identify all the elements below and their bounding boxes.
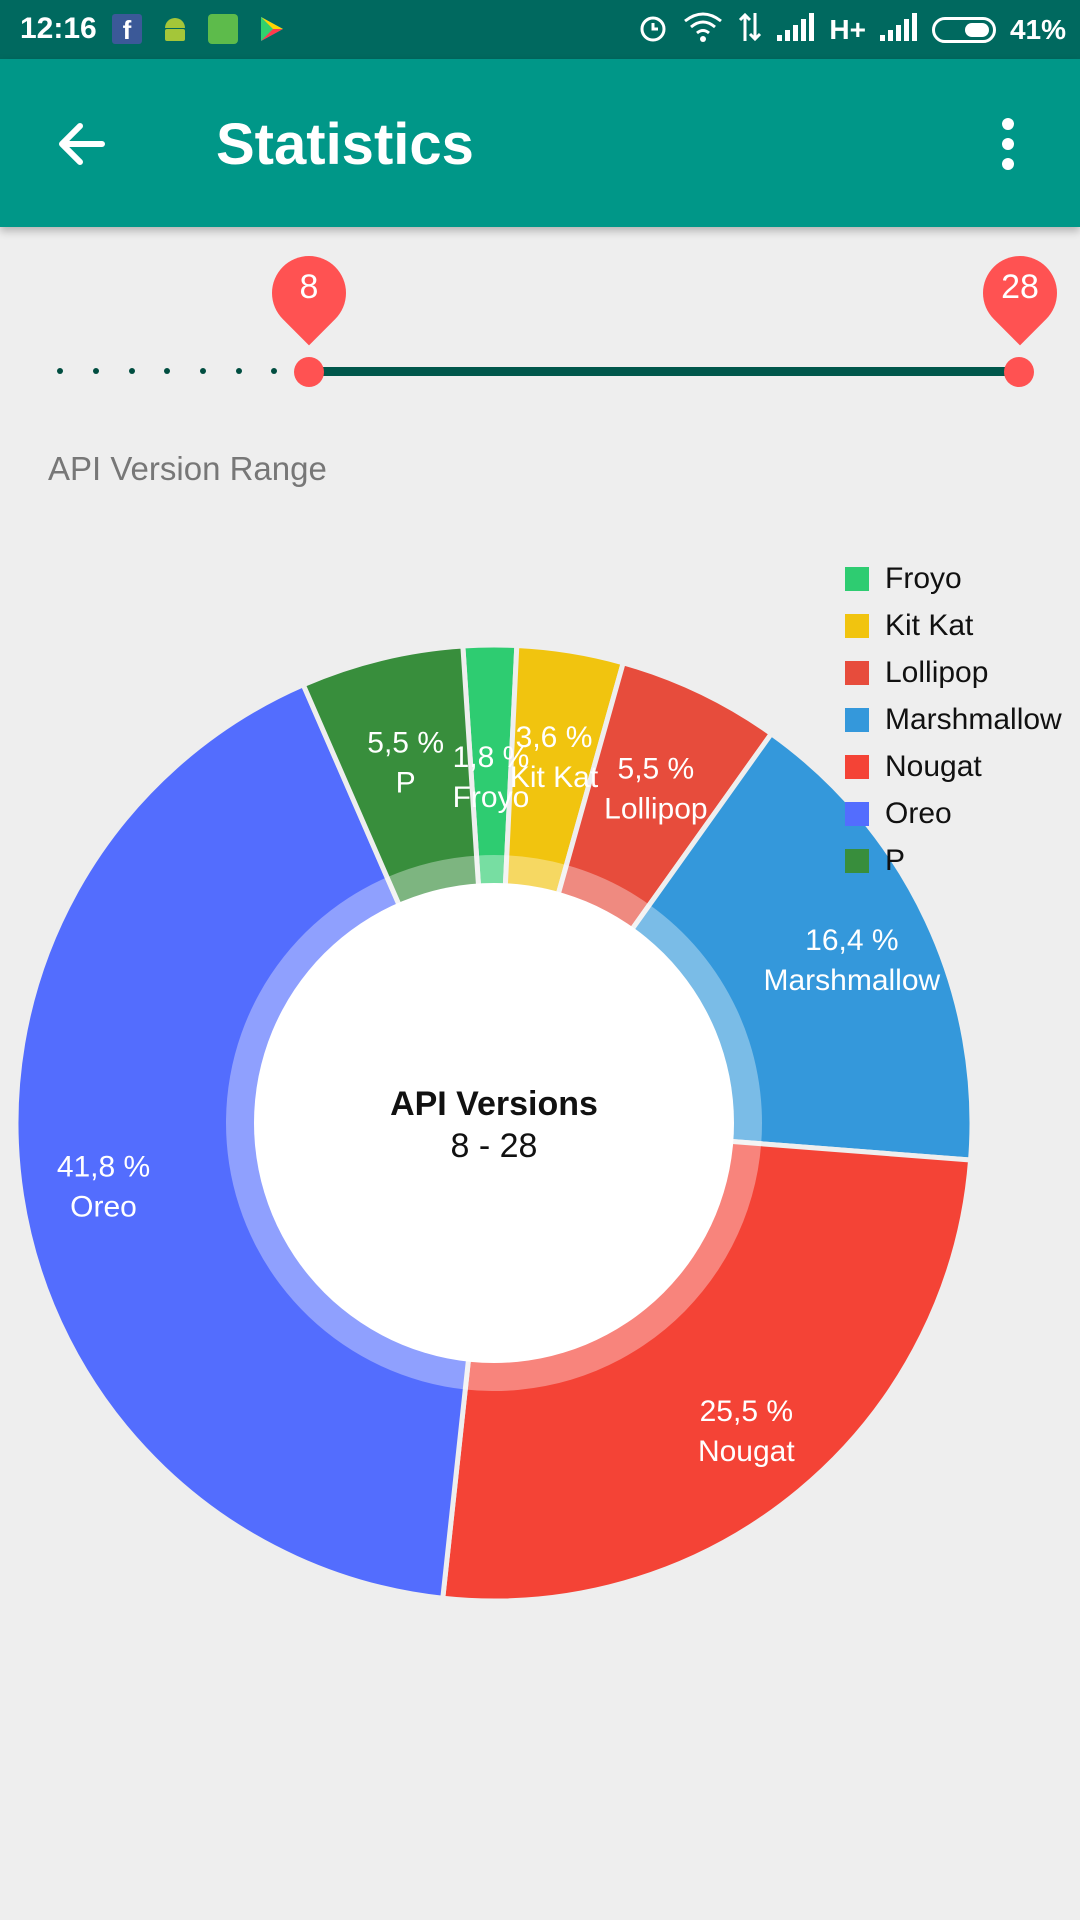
chart-legend: Froyo Kit Kat Lollipop Marshmallow Nougat Ore… bbox=[845, 555, 1062, 884]
slider-tick bbox=[200, 368, 206, 374]
legend-item-p: P bbox=[845, 837, 1062, 884]
slider-tick bbox=[236, 368, 242, 374]
center-subtitle: 8 - 28 bbox=[451, 1127, 538, 1165]
legend-label: Lollipop bbox=[885, 656, 988, 690]
data-icon bbox=[737, 11, 763, 50]
slider-min-value: 8 bbox=[272, 268, 346, 307]
donut-hole bbox=[254, 883, 734, 1363]
facebook-icon: f bbox=[112, 14, 142, 44]
alarm-icon bbox=[637, 11, 669, 50]
signal-icon bbox=[777, 13, 815, 48]
legend-swatch bbox=[845, 802, 869, 826]
legend-label: Marshmallow bbox=[885, 703, 1062, 737]
android-icon bbox=[160, 14, 190, 44]
slider-max-value: 28 bbox=[983, 268, 1057, 307]
legend-item-nougat: Nougat bbox=[845, 743, 1062, 790]
legend-swatch bbox=[845, 708, 869, 732]
page-title: Statistics bbox=[216, 111, 474, 178]
range-label: API Version Range bbox=[48, 450, 327, 488]
slice-name-label: Marshmallow bbox=[763, 964, 940, 997]
network-type: H+ bbox=[829, 14, 866, 46]
signal-icon-2 bbox=[880, 13, 918, 48]
legend-swatch bbox=[845, 661, 869, 685]
slice-value-label: 5,5 % bbox=[367, 727, 444, 760]
slice-value-label: 3,6 % bbox=[516, 721, 593, 754]
legend-swatch bbox=[845, 567, 869, 591]
slider-tick bbox=[129, 368, 135, 374]
slice-value-label: 41,8 % bbox=[57, 1151, 150, 1184]
wifi-icon bbox=[683, 11, 723, 50]
legend-swatch bbox=[845, 614, 869, 638]
slice-value-label: 5,5 % bbox=[618, 753, 695, 786]
legend-label: Oreo bbox=[885, 797, 952, 831]
app-icon bbox=[208, 14, 238, 44]
legend-label: P bbox=[885, 844, 905, 878]
slider-tick bbox=[164, 368, 170, 374]
center-title: API Versions bbox=[390, 1085, 598, 1123]
legend-label: Kit Kat bbox=[885, 609, 973, 643]
slice-name-label: Kit Kat bbox=[510, 761, 599, 794]
slider-tick bbox=[57, 368, 63, 374]
slice-name-label: Nougat bbox=[698, 1435, 795, 1468]
legend-swatch bbox=[845, 849, 869, 873]
slice-value-label: 25,5 % bbox=[700, 1395, 793, 1428]
status-bar: 12:16 f H+ 41% bbox=[0, 0, 1080, 59]
slice-value-label: 16,4 % bbox=[805, 924, 898, 957]
arrow-back-icon[interactable] bbox=[52, 114, 112, 174]
legend-item-kit-kat: Kit Kat bbox=[845, 602, 1062, 649]
more-vert-icon[interactable] bbox=[990, 114, 1026, 174]
slice-name-label: Lollipop bbox=[604, 793, 707, 826]
battery-level: 41% bbox=[1010, 14, 1066, 46]
slider-tick bbox=[93, 368, 99, 374]
legend-item-lollipop: Lollipop bbox=[845, 649, 1062, 696]
battery-icon bbox=[932, 17, 996, 43]
slice-name-label: P bbox=[396, 767, 416, 800]
legend-swatch bbox=[845, 755, 869, 779]
slice-name-label: Oreo bbox=[70, 1191, 137, 1224]
slider-tick bbox=[271, 368, 277, 374]
status-time: 12:16 bbox=[20, 12, 97, 46]
legend-item-oreo: Oreo bbox=[845, 790, 1062, 837]
slider-min-thumb[interactable] bbox=[294, 357, 324, 387]
legend-item-froyo: Froyo bbox=[845, 555, 1062, 602]
legend-item-marshmallow: Marshmallow bbox=[845, 696, 1062, 743]
app-bar: Statistics bbox=[0, 59, 1080, 227]
status-right: H+ 41% bbox=[637, 10, 1066, 50]
api-range-slider[interactable]: 8 28 bbox=[0, 240, 1080, 400]
slider-selected-track bbox=[306, 367, 1020, 376]
play-store-icon bbox=[256, 14, 286, 44]
legend-label: Froyo bbox=[885, 562, 962, 596]
slider-max-thumb[interactable] bbox=[1004, 357, 1034, 387]
legend-label: Nougat bbox=[885, 750, 982, 784]
